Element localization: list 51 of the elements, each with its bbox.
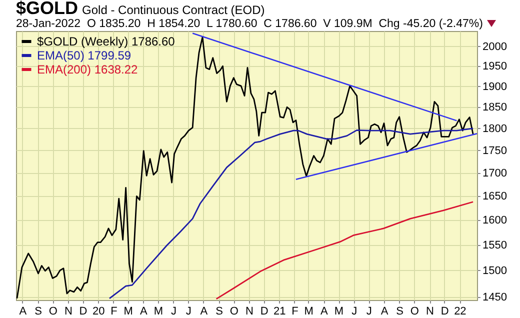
x-tick-label: O [48, 306, 58, 318]
y-tick-label: 1500 [482, 264, 507, 277]
x-tick-label: M [124, 306, 133, 318]
y-tick-label: 1900 [482, 80, 507, 93]
x-tick-label: S [34, 306, 42, 318]
x-tick-label: 21 [274, 306, 286, 318]
x-tick-label: 22 [454, 306, 466, 318]
legend-label: EMA(200) 1638.22 [37, 62, 138, 76]
y-tick-label: 1650 [482, 190, 507, 203]
x-tick-label: D [260, 306, 268, 318]
x-tick-label: A [19, 306, 28, 318]
x-tick-label: M [334, 306, 344, 318]
x-tick-label: D [79, 306, 88, 318]
chart-title: $GOLD [16, 0, 78, 18]
chart-subtitle: Gold - Continuous Contract (EOD) [82, 3, 265, 17]
text: 28-Jan-2022 O 1835.20 H 1854.20 L 1780.60 C 1786.60 V 109.9M Chg -45.20 (-2.47%) [16, 18, 483, 30]
x-tick-label: A [140, 306, 148, 318]
x-tick-label: N [245, 306, 254, 318]
x-tick-label: O [230, 306, 239, 318]
y-tick-label: 1550 [482, 239, 507, 252]
x-tick-label: F [110, 306, 118, 318]
x-tick-label: J [186, 306, 192, 318]
x-tick-label: 20 [92, 306, 105, 318]
legend-label: EMA(50) 1799.59 [37, 48, 132, 62]
x-tick-label: D [440, 306, 449, 318]
y-tick-label: 1700 [482, 167, 507, 180]
x-tick-label: J [352, 306, 358, 318]
y-tick-label: 1750 [482, 144, 507, 157]
x-tick-label: N [426, 306, 434, 318]
x-tick-label: N [64, 306, 72, 318]
x-tick-label: A [320, 306, 328, 318]
x-tick-label: A [380, 306, 389, 318]
x-tick-label: J [366, 306, 372, 318]
x-tick-label: O [410, 306, 420, 318]
x-tick-label: F [292, 306, 299, 318]
line-series [108, 128, 474, 300]
y-tick-label: 1800 [482, 122, 507, 135]
line-series [16, 36, 474, 300]
x-tick-label: S [396, 306, 404, 318]
line-series [216, 201, 474, 300]
y-tick-label: 1950 [482, 60, 507, 73]
x-tick-label: J [171, 306, 177, 318]
x-tick-label: M [154, 306, 164, 318]
x-tick-label: A [200, 306, 208, 318]
legend-label: $GOLD (Weekly) 1786.60 [37, 34, 176, 48]
y-tick-label: 1600 [482, 214, 507, 227]
y-tick-label: 2000 [482, 40, 507, 53]
y-tick-label: 1850 [482, 102, 507, 114]
x-tick-label: M [304, 306, 314, 318]
x-tick-label: S [216, 306, 223, 318]
y-tick-label: 1450 [482, 291, 507, 304]
